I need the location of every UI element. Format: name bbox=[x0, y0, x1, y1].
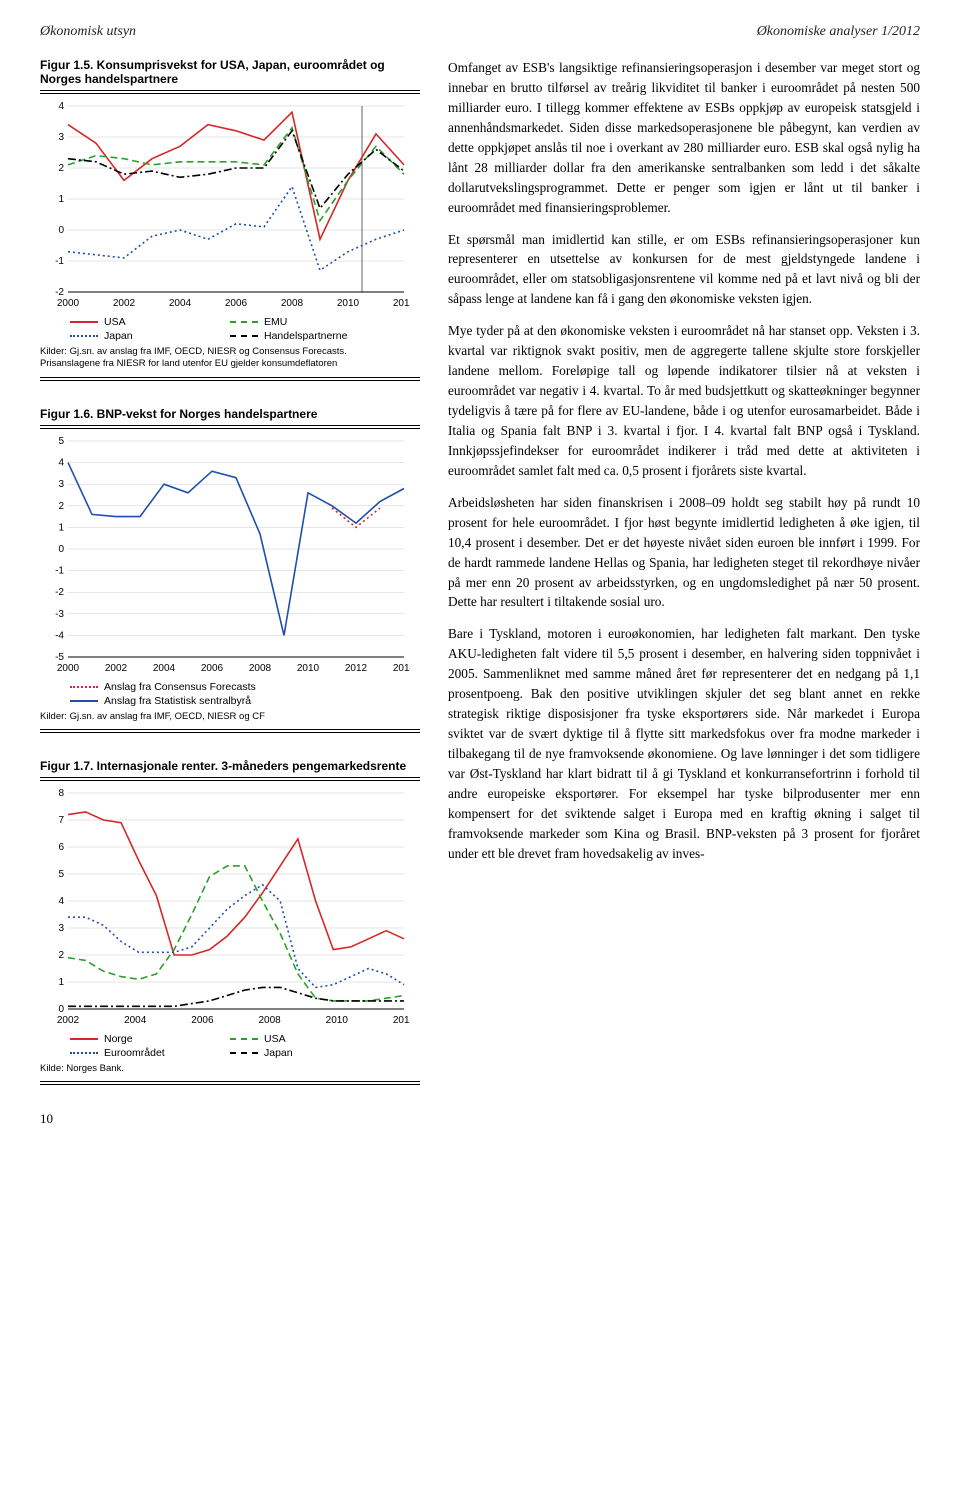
svg-text:-1: -1 bbox=[55, 565, 64, 576]
svg-text:4: 4 bbox=[58, 101, 64, 112]
svg-text:2004: 2004 bbox=[153, 663, 176, 674]
svg-text:0: 0 bbox=[58, 544, 64, 555]
svg-text:2: 2 bbox=[58, 163, 64, 174]
svg-text:-5: -5 bbox=[55, 652, 64, 663]
page-number: 10 bbox=[40, 1111, 420, 1127]
svg-text:-4: -4 bbox=[55, 630, 64, 641]
svg-text:2: 2 bbox=[58, 500, 64, 511]
header-left: Økonomisk utsyn bbox=[40, 24, 136, 40]
para-2: Et spørsmål man imidlertid kan stille, e… bbox=[448, 230, 920, 310]
svg-text:2002: 2002 bbox=[113, 298, 136, 309]
svg-text:4: 4 bbox=[58, 457, 64, 468]
svg-text:2012: 2012 bbox=[393, 298, 410, 309]
svg-text:3: 3 bbox=[58, 132, 64, 143]
svg-text:2006: 2006 bbox=[201, 663, 224, 674]
svg-text:2002: 2002 bbox=[105, 663, 128, 674]
svg-text:-1: -1 bbox=[55, 256, 64, 267]
figure-1-7: Figur 1.7. Internasjonale renter. 3-måne… bbox=[40, 759, 420, 1085]
svg-text:-2: -2 bbox=[55, 587, 64, 598]
figure-1-5: Figur 1.5. Konsumprisvekst for USA, Japa… bbox=[40, 58, 420, 381]
svg-text:3: 3 bbox=[58, 479, 64, 490]
svg-text:8: 8 bbox=[58, 788, 64, 799]
svg-text:5: 5 bbox=[58, 436, 64, 447]
svg-text:2004: 2004 bbox=[169, 298, 192, 309]
chart-1-5: -2 -1 0 1 2 3 4 2000 2002 2004 2006 2008 2010 2012 bbox=[40, 100, 420, 310]
svg-text:2012: 2012 bbox=[393, 1015, 410, 1026]
svg-text:-2: -2 bbox=[55, 287, 64, 298]
source-1-6: Kilder: Gj.sn. av anslag fra IMF, OECD, … bbox=[40, 711, 420, 723]
svg-text:6: 6 bbox=[58, 842, 64, 853]
svg-text:2010: 2010 bbox=[337, 298, 360, 309]
svg-text:2014: 2014 bbox=[393, 663, 410, 674]
svg-text:4: 4 bbox=[58, 896, 64, 907]
page-header: Økonomisk utsyn Økonomiske analyser 1/20… bbox=[40, 24, 920, 40]
chart-1-7: 0 1 2 3 4 5 6 7 8 2002 2004 2006 2008 2010 2012 bbox=[40, 787, 420, 1027]
svg-text:2010: 2010 bbox=[326, 1015, 349, 1026]
svg-text:1: 1 bbox=[58, 522, 64, 533]
svg-text:2008: 2008 bbox=[258, 1015, 281, 1026]
svg-text:2010: 2010 bbox=[297, 663, 320, 674]
svg-text:2006: 2006 bbox=[225, 298, 248, 309]
para-5: Bare i Tyskland, motoren i euroøkonomien… bbox=[448, 624, 920, 863]
svg-text:2000: 2000 bbox=[57, 663, 80, 674]
svg-text:2004: 2004 bbox=[124, 1015, 147, 1026]
svg-text:7: 7 bbox=[58, 815, 64, 826]
svg-text:2000: 2000 bbox=[57, 298, 80, 309]
source-1-5: Kilder: Gj.sn. av anslag fra IMF, OECD, … bbox=[40, 346, 420, 371]
svg-text:0: 0 bbox=[58, 225, 64, 236]
svg-text:3: 3 bbox=[58, 923, 64, 934]
legend-1-6: Anslag fra Consensus ForecastsAnslag fra… bbox=[70, 681, 420, 707]
para-3: Mye tyder på at den økonomiske veksten i… bbox=[448, 321, 920, 481]
svg-text:0: 0 bbox=[58, 1004, 64, 1015]
legend-1-5: USAEMUJapanHandelspartnerne bbox=[70, 316, 420, 342]
para-1: Omfanget av ESB's langsiktige refinansie… bbox=[448, 58, 920, 218]
legend-1-7: NorgeUSAEuroområdetJapan bbox=[70, 1033, 420, 1059]
chart-1-6: -5 -4 -3 -2 -1 0 1 2 3 4 5 2000 2002 2004 2006 2008 2010… bbox=[40, 435, 420, 675]
svg-text:5: 5 bbox=[58, 869, 64, 880]
svg-text:1: 1 bbox=[58, 194, 64, 205]
figure-1-5-title: Figur 1.5. Konsumprisvekst for USA, Japa… bbox=[40, 58, 420, 86]
svg-text:2012: 2012 bbox=[345, 663, 368, 674]
body-text: Omfanget av ESB's langsiktige refinansie… bbox=[448, 58, 920, 1127]
figure-1-6: Figur 1.6. BNP-vekst for Norges handelsp… bbox=[40, 407, 420, 733]
svg-text:2008: 2008 bbox=[249, 663, 272, 674]
header-right: Økonomiske analyser 1/2012 bbox=[757, 24, 920, 40]
svg-text:2: 2 bbox=[58, 950, 64, 961]
svg-text:2006: 2006 bbox=[191, 1015, 214, 1026]
figure-1-6-title: Figur 1.6. BNP-vekst for Norges handelsp… bbox=[40, 407, 420, 421]
svg-text:-3: -3 bbox=[55, 608, 64, 619]
figure-1-7-title: Figur 1.7. Internasjonale renter. 3-måne… bbox=[40, 759, 420, 773]
source-1-7: Kilde: Norges Bank. bbox=[40, 1063, 420, 1075]
para-4: Arbeidsløsheten har siden finanskrisen i… bbox=[448, 493, 920, 613]
svg-text:2002: 2002 bbox=[57, 1015, 80, 1026]
svg-text:2008: 2008 bbox=[281, 298, 304, 309]
svg-text:1: 1 bbox=[58, 977, 64, 988]
